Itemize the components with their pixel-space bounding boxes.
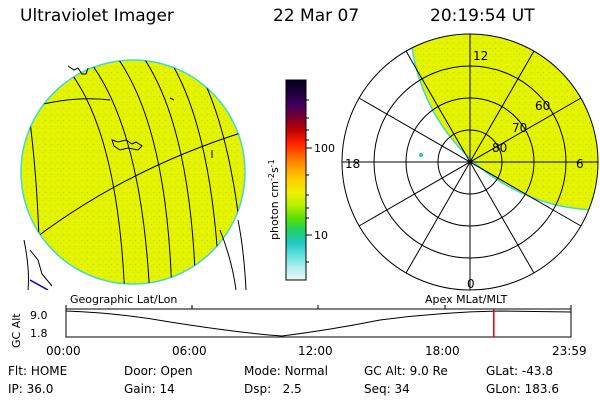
time-label: 20:19:54 UT bbox=[430, 6, 535, 26]
status-dsp: Dsp: 2.5 bbox=[244, 382, 302, 396]
apex-caption: Apex MLat/MLT bbox=[425, 293, 508, 306]
lat-label-70: 70 bbox=[512, 121, 527, 135]
time-axis-label: 18:00 bbox=[425, 344, 460, 358]
geographic-image bbox=[20, 59, 247, 290]
altitude-plot: GC Alt 9.0 1.8 bbox=[10, 305, 572, 348]
altitude-y-bottom: 1.8 bbox=[30, 327, 48, 340]
image-disk bbox=[20, 59, 246, 285]
coastlines bbox=[29, 65, 213, 287]
lat-label-80: 80 bbox=[492, 141, 507, 155]
time-axis-label: 23:59 bbox=[552, 344, 587, 358]
instrument-title: Ultraviolet Imager bbox=[20, 6, 174, 26]
polar-image-region bbox=[409, 34, 598, 211]
colorbar-tick-label: 10 bbox=[314, 229, 328, 242]
status-ip: IP: 36.0 bbox=[8, 382, 54, 396]
polar-grid bbox=[341, 33, 599, 291]
status-door: Door: Open bbox=[124, 364, 193, 378]
time-axis-label: 00:00 bbox=[46, 344, 81, 358]
polar-plot: 12 18 6 0 60 70 80 bbox=[341, 33, 599, 291]
status-seq: Seq: 34 bbox=[364, 382, 410, 396]
altitude-y-top: 9.0 bbox=[30, 309, 48, 322]
mlt-label-18: 18 bbox=[345, 157, 360, 171]
altitude-ylabel: GC Alt bbox=[10, 313, 23, 348]
geographic-caption: Geographic Lat/Lon bbox=[70, 293, 178, 306]
colorbar: 100 10 photon cm-2s-1 bbox=[267, 79, 335, 281]
status-flt: Flt: HOME bbox=[8, 364, 68, 378]
time-axis-label: 06:00 bbox=[172, 344, 207, 358]
altitude-curve bbox=[65, 310, 572, 337]
mlt-label-0: 0 bbox=[467, 277, 475, 291]
status-gain: Gain: 14 bbox=[124, 382, 175, 396]
time-axis-label: 12:00 bbox=[298, 344, 333, 358]
colorbar-tick-label: 100 bbox=[314, 142, 335, 155]
lat-label-60: 60 bbox=[535, 99, 550, 113]
status-glat: GLat: -43.8 bbox=[486, 364, 553, 378]
bright-spot bbox=[419, 153, 423, 157]
mlt-label-6: 6 bbox=[576, 157, 584, 171]
date-label: 22 Mar 07 bbox=[273, 6, 360, 26]
status-gc-alt: GC Alt: 9.0 Re bbox=[364, 364, 448, 378]
status-mode: Mode: Normal bbox=[244, 364, 328, 378]
colorbar-axis-label: photon cm-2s-1 bbox=[267, 159, 281, 240]
status-glon: GLon: 183.6 bbox=[486, 382, 559, 396]
mlt-label-12: 12 bbox=[473, 49, 488, 63]
